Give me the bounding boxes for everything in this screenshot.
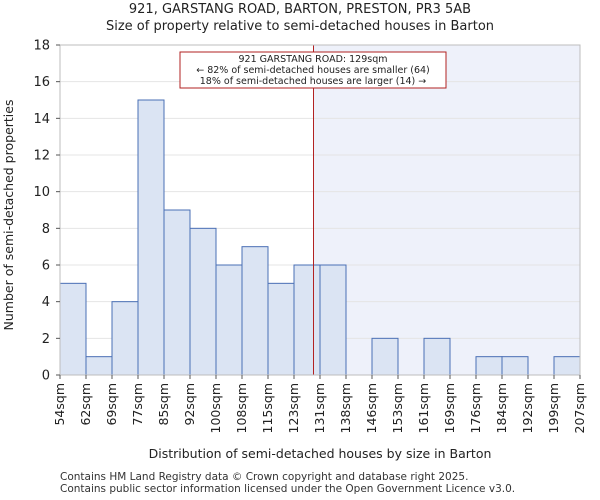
x-tick-label-131sqm: 131sqm <box>312 383 327 433</box>
x-tick-label-199sqm: 199sqm <box>546 383 561 433</box>
footer-licence: Contains public sector information licen… <box>60 483 516 495</box>
bar-161sqm <box>423 337 451 376</box>
bar-100sqm <box>215 264 243 376</box>
bar-77sqm <box>137 99 165 376</box>
x-tick-label-69sqm: 69sqm <box>104 383 119 426</box>
bars <box>59 99 581 376</box>
x-tick-label-92sqm: 92sqm <box>182 383 197 426</box>
histogram-chart: 0 2 4 6 8 10 12 14 16 18 54sqm 62sqm 69sqm 77sqm 85sq… <box>1 39 587 462</box>
annotation-border <box>179 51 447 89</box>
x-tick-label-176sqm: 176sqm <box>468 383 483 433</box>
y-tick-label-2: 2 <box>42 332 50 347</box>
x-tick-label-115sqm: 115sqm <box>260 383 275 433</box>
bar-115sqm <box>267 282 295 376</box>
x-tick-label-207sqm: 207sqm <box>572 383 587 433</box>
x-tick-label-169sqm: 169sqm <box>442 383 457 433</box>
x-tick-label-192sqm: 192sqm <box>520 383 535 433</box>
bar-62sqm <box>85 356 113 376</box>
chart-title: 921, GARSTANG ROAD, BARTON, PRESTON, PR3… <box>128 2 472 17</box>
y-tick-label-6: 6 <box>42 259 50 274</box>
bar-131sqm <box>319 264 347 376</box>
x-tick-label-108sqm: 108sqm <box>234 383 249 433</box>
bar-184sqm <box>501 356 529 376</box>
bar-54sqm <box>59 282 87 376</box>
bar-123sqm <box>293 264 321 376</box>
x-tick-label-123sqm: 123sqm <box>286 383 301 433</box>
bar-85sqm <box>163 209 191 376</box>
y-tick-label-18: 18 <box>33 39 50 54</box>
annotation-line-3: 18% of semi-detached houses are larger (… <box>200 76 427 87</box>
y-tick-label-8: 8 <box>42 222 50 237</box>
bar-176sqm <box>475 356 503 376</box>
footer-copyright: Contains HM Land Registry data © Crown c… <box>60 471 469 483</box>
larger-properties-region <box>313 45 580 375</box>
x-tick-label-54sqm: 54sqm <box>52 383 67 426</box>
y-tick-label-14: 14 <box>33 112 50 127</box>
x-tick-label-77sqm: 77sqm <box>130 383 145 426</box>
x-tick-label-100sqm: 100sqm <box>208 383 223 433</box>
x-tick-label-184sqm: 184sqm <box>494 383 509 433</box>
bar-108sqm <box>241 246 269 376</box>
chart-subtitle: Size of property relative to semi-detach… <box>105 19 495 34</box>
bar-146sqm <box>371 337 399 376</box>
x-axis-label: Distribution of semi-detached houses by … <box>149 446 492 461</box>
y-tick-label-16: 16 <box>33 75 50 90</box>
bar-69sqm <box>111 301 139 376</box>
y-ticks: 0 2 4 6 8 10 12 14 16 18 <box>33 39 60 384</box>
x-tick-label-138sqm: 138sqm <box>338 383 353 433</box>
x-tick-label-161sqm: 161sqm <box>416 383 431 433</box>
x-tick-label-85sqm: 85sqm <box>156 383 171 426</box>
y-tick-label-12: 12 <box>33 149 50 164</box>
x-tick-label-62sqm: 62sqm <box>78 383 93 426</box>
annotation-line-2: ← 82% of semi-detached houses are smalle… <box>196 65 430 76</box>
y-tick-label-4: 4 <box>42 295 50 310</box>
annotation-box: 921 GARSTANG ROAD: 129sqm ← 82% of semi-… <box>179 51 447 89</box>
x-tick-label-146sqm: 146sqm <box>364 383 379 433</box>
y-tick-label-10: 10 <box>33 185 50 200</box>
y-axis-label: Number of semi-detached properties <box>1 100 16 331</box>
bar-92sqm <box>189 227 217 376</box>
y-tick-label-0: 0 <box>42 369 50 384</box>
annotation-line-1: 921 GARSTANG ROAD: 129sqm <box>238 54 387 65</box>
x-tick-label-153sqm: 153sqm <box>390 383 405 433</box>
x-ticks: 54sqm 62sqm 69sqm 77sqm 85sqm 92sqm 100sqm 108s… <box>52 375 587 433</box>
bar-199sqm <box>553 356 581 376</box>
